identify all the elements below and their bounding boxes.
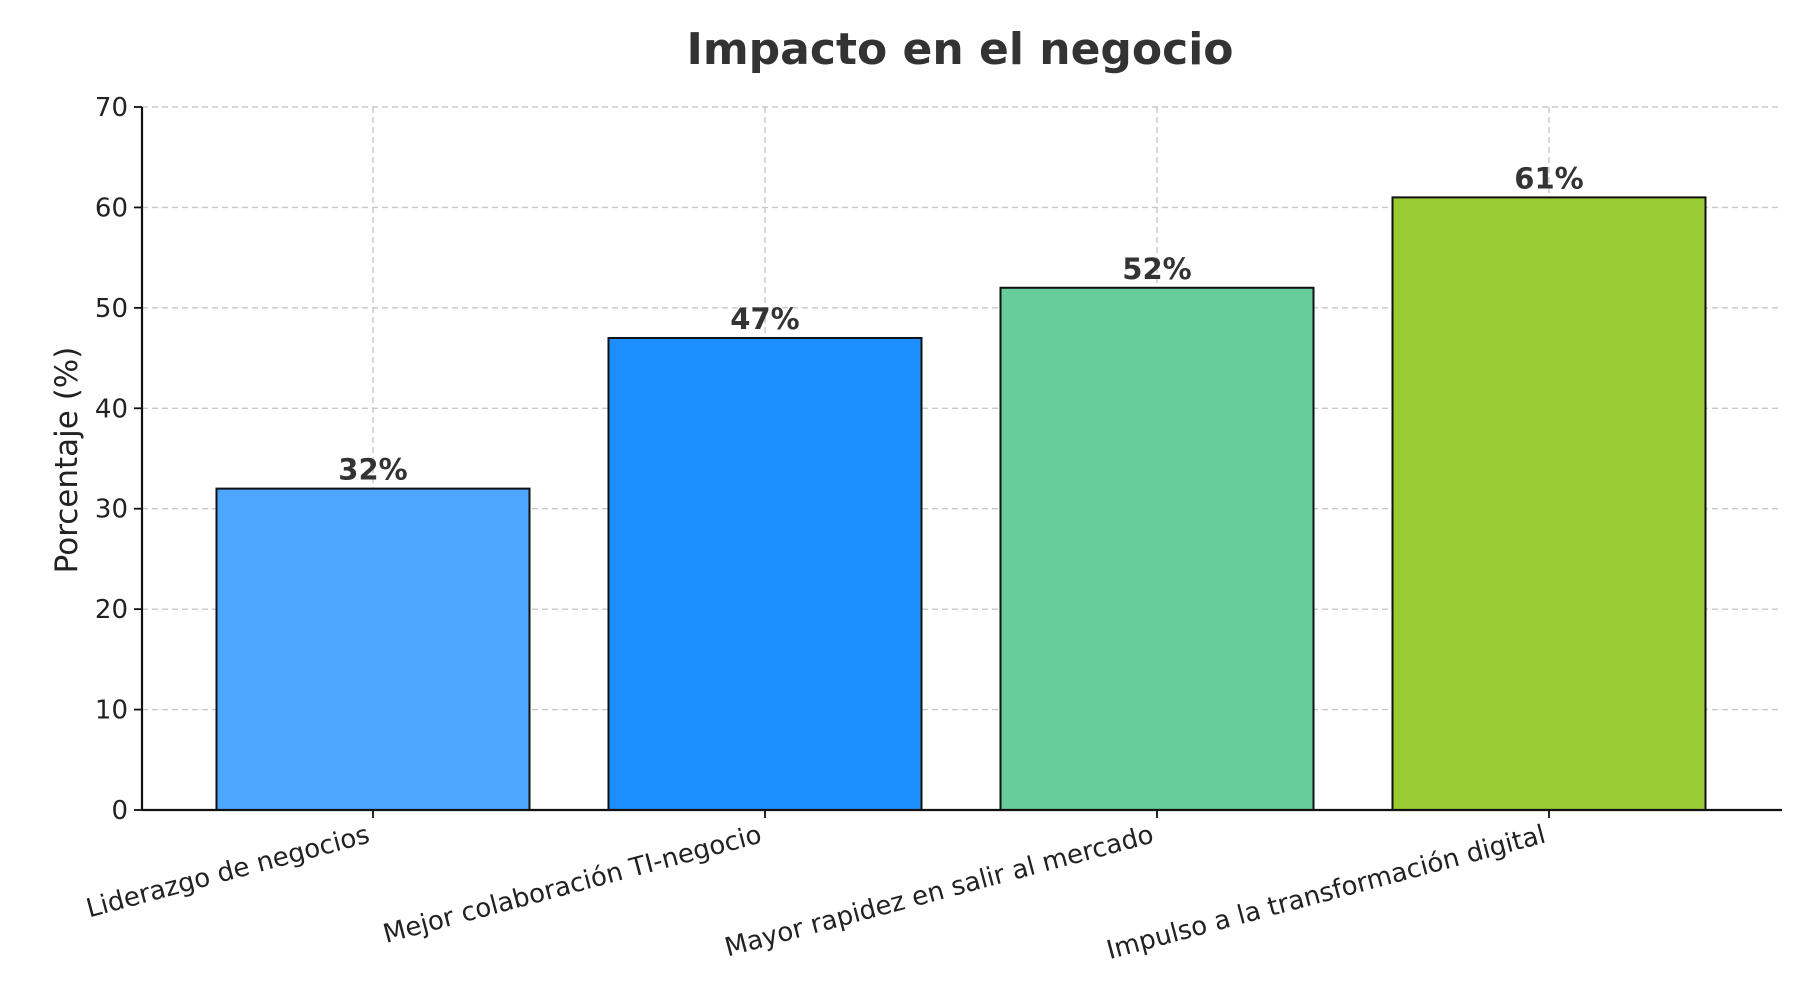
bar-3 — [999, 286, 1315, 811]
y-tick-label: 40 — [95, 394, 128, 424]
bar-1 — [215, 487, 531, 811]
y-tick-label: 20 — [95, 595, 128, 625]
chart-title: Impacto en el negocio — [686, 24, 1233, 75]
y-tick-label: 0 — [111, 796, 128, 826]
y-tick-label: 30 — [95, 495, 128, 525]
data-label-4: 61% — [1514, 161, 1583, 195]
y-tick-label: 60 — [95, 193, 128, 223]
bars-layer — [215, 196, 1707, 811]
bar-2 — [607, 336, 923, 811]
x-tick-label: Impulso a la transformación digital — [1104, 820, 1549, 966]
data-label-3: 52% — [1122, 252, 1191, 286]
x-tick-label: Liderazgo de negocios — [83, 820, 373, 924]
y-axis-label: Porcentaje (%) — [49, 347, 85, 574]
y-tick-label: 10 — [95, 696, 128, 726]
axes-layer — [134, 106, 1782, 818]
data-label-2: 47% — [730, 302, 799, 336]
bar-4 — [1391, 196, 1707, 811]
data-label-1: 32% — [338, 453, 407, 487]
y-tick-label: 70 — [95, 93, 128, 123]
x-tick-label: Mayor rapidez en salir al mercado — [722, 820, 1157, 964]
x-tick-label: Mejor colaboración TI-negocio — [380, 820, 765, 950]
y-tick-label: 50 — [95, 294, 128, 324]
